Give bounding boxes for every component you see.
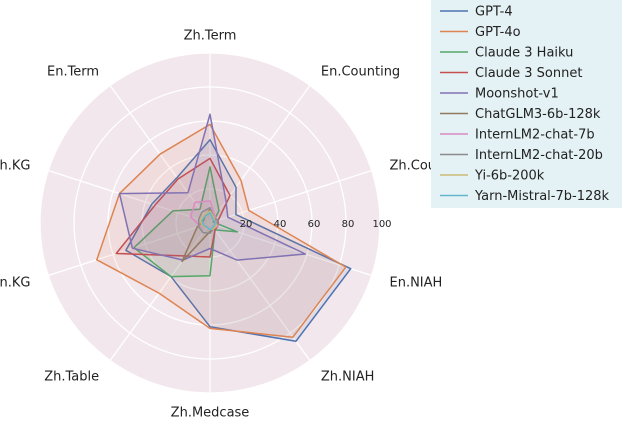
axis-label: Zh.Medcase — [171, 406, 250, 421]
legend-box — [431, 0, 622, 208]
legend-entry: GPT-4 — [475, 5, 513, 20]
spoke-gridline — [209, 85, 311, 224]
legend-entry: InternLM2-chat-7b — [475, 128, 595, 143]
radial-tick-label: 80 — [342, 219, 355, 230]
legend-entry: GPT-4o — [475, 25, 521, 40]
radial-tick-label: 60 — [308, 219, 321, 230]
legend-entry: Claude 3 Sonnet — [475, 66, 582, 81]
series-polygon — [125, 138, 352, 343]
radial-tick-label: 40 — [274, 219, 287, 230]
axis-label: Zh.Table — [44, 370, 99, 385]
legend-entry: Claude 3 Haiku — [475, 46, 573, 61]
axis-label: Zh.Term — [184, 28, 237, 43]
axis-label: En.Counting — [321, 64, 400, 79]
legend-entry: InternLM2-chat-20b — [475, 148, 603, 163]
spoke-gridline — [48, 222, 211, 277]
axis-label: Zh.KG — [0, 159, 31, 174]
legend-entry: Yi-6b-200k — [474, 169, 545, 184]
series-polygon — [115, 157, 231, 258]
spoke-gridline — [48, 169, 211, 224]
series-polygon — [201, 212, 216, 231]
radar-series — [96, 113, 352, 343]
axis-label: En.Term — [47, 64, 99, 79]
legend: GPT-4 GPT-4o Claude 3 Haiku Claude 3 Sonnet… — [431, 0, 622, 208]
radial-tick-label: 20 — [240, 219, 253, 230]
radar-grid — [39, 52, 381, 394]
series-polygon — [118, 113, 307, 261]
legend-entry: Moonshot-v1 — [475, 87, 559, 102]
radar-labels: 20 40 60 80 100Zh.TermEn.CountingZh.Counting… — [0, 28, 470, 420]
spoke-gridline — [109, 222, 211, 361]
axis-label: En.NIAH — [390, 275, 443, 290]
radial-tick-label: 100 — [372, 219, 391, 230]
axis-label: En.KG — [0, 275, 31, 290]
legend-entry: ChatGLM3-6b-128k — [475, 107, 601, 122]
legend-entry: Yarn-Mistral-7b-128k — [474, 189, 610, 204]
axis-label: Zh.NIAH — [321, 370, 375, 385]
spoke-gridline — [209, 169, 372, 224]
